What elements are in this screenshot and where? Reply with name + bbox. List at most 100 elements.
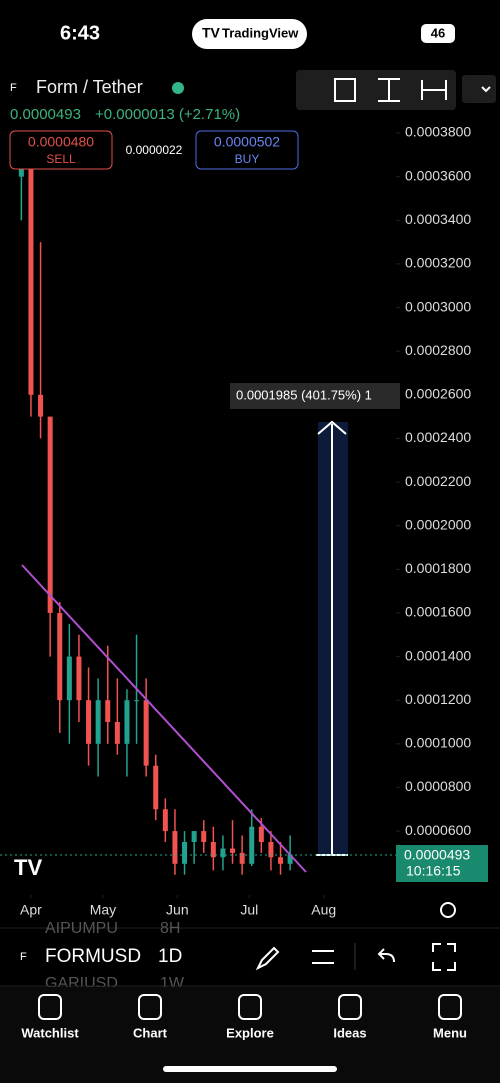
app-pill bbox=[192, 19, 307, 49]
app-logo: TV bbox=[202, 25, 221, 41]
home-indicator bbox=[163, 1066, 337, 1072]
fullscreen-icon[interactable] bbox=[432, 943, 456, 971]
candle-body bbox=[47, 416, 53, 613]
interval[interactable]: 1D bbox=[158, 946, 182, 967]
candle-body bbox=[220, 848, 226, 858]
y-tick-label: 0.0002800 bbox=[405, 342, 471, 358]
y-tick-label: 0.0000800 bbox=[405, 778, 471, 794]
dropdown-caret bbox=[481, 86, 491, 93]
y-tick-label: 0.0002200 bbox=[405, 473, 471, 489]
nav: Watchlist Chart Explore Ideas Menu bbox=[21, 994, 467, 1040]
price-tag[interactable] bbox=[396, 845, 488, 882]
y-tick-label: 0.0003200 bbox=[405, 255, 471, 271]
behind-symbol: AIPUMPU bbox=[45, 920, 118, 937]
buy-price: 0.0000502 bbox=[214, 134, 280, 150]
candle-body bbox=[230, 848, 236, 853]
battery bbox=[421, 24, 455, 43]
indicators-icon[interactable] bbox=[312, 950, 334, 964]
nav-label[interactable]: Ideas bbox=[333, 1025, 366, 1040]
candle-body bbox=[172, 831, 178, 864]
symbol[interactable]: FORMUSD bbox=[45, 946, 141, 967]
x-tick-label: Jun bbox=[166, 902, 189, 918]
y-tick-label: 0.0003000 bbox=[405, 298, 471, 314]
candle-body bbox=[191, 831, 197, 842]
candle-body bbox=[182, 841, 188, 864]
symbol-icon: F bbox=[20, 951, 27, 963]
candle-body bbox=[134, 700, 140, 702]
y-tick-label: 0.0000600 bbox=[405, 822, 471, 838]
nav-label[interactable]: Watchlist bbox=[21, 1025, 79, 1040]
y-tick-label: 0.0002600 bbox=[405, 386, 471, 402]
price-tag-price: 0.0000493 bbox=[404, 847, 470, 863]
measure-label: 0.0001985 (401.75%) 1 bbox=[236, 387, 372, 402]
spread: 0.0000022 bbox=[126, 143, 183, 157]
nav-icon[interactable] bbox=[438, 994, 462, 1020]
rect-tool[interactable] bbox=[334, 78, 356, 102]
draw-icon[interactable] bbox=[255, 946, 280, 971]
settings-icon[interactable] bbox=[440, 902, 456, 918]
candle-body bbox=[258, 826, 264, 842]
x-tick-label: May bbox=[90, 902, 116, 918]
arrow-head bbox=[317, 420, 347, 435]
behind-interval: 8H bbox=[160, 920, 180, 937]
nav-icon[interactable] bbox=[338, 994, 362, 1020]
sell-price: 0.0000480 bbox=[28, 134, 94, 150]
candle-body bbox=[76, 656, 82, 701]
candle-body bbox=[278, 857, 284, 864]
candle-body bbox=[268, 841, 274, 858]
trend-line bbox=[21, 564, 307, 873]
undo-icon[interactable] bbox=[377, 948, 395, 963]
chart[interactable]: 0.0000600 0.0000800 0.0001000 0.0001200 0.00… bbox=[18, 124, 472, 918]
price-range-tool[interactable] bbox=[378, 78, 400, 102]
candle-body bbox=[124, 700, 130, 744]
nav-label[interactable]: Chart bbox=[133, 1025, 168, 1040]
y-tick-label: 0.0001200 bbox=[405, 691, 471, 707]
last-price: 0.0000493 bbox=[10, 106, 81, 123]
x-tick-label: Jul bbox=[240, 902, 258, 918]
app-name: TradingView bbox=[222, 25, 299, 40]
y-tick-label: 0.0001600 bbox=[405, 604, 471, 620]
nav-icon[interactable] bbox=[38, 994, 62, 1020]
date-range-tool[interactable] bbox=[421, 80, 447, 100]
y-tick-label: 0.0003800 bbox=[405, 124, 471, 140]
candle-body bbox=[38, 394, 44, 417]
x-tick-label: Aug bbox=[311, 902, 336, 918]
y-tick-label: 0.0003600 bbox=[405, 167, 471, 183]
nav-label[interactable]: Explore bbox=[226, 1025, 274, 1040]
pair-name[interactable]: Form / Tether bbox=[36, 77, 143, 97]
candle-body bbox=[114, 722, 120, 744]
y-tick-label: 0.0001000 bbox=[405, 735, 471, 751]
x-tick-label: Apr bbox=[20, 902, 42, 918]
y-tick-label: 0.0003400 bbox=[405, 211, 471, 227]
dropdown[interactable] bbox=[462, 75, 496, 103]
price-tag-countdown: 10:16:15 bbox=[406, 863, 461, 879]
y-tick-label: 0.0001800 bbox=[405, 560, 471, 576]
y-tick-label: 0.0001400 bbox=[405, 647, 471, 663]
y-tick-label: 0.0002400 bbox=[405, 429, 471, 445]
market-status bbox=[172, 82, 184, 94]
price-change: +0.0000013 (+2.71%) bbox=[95, 106, 240, 123]
candle-body bbox=[28, 154, 34, 395]
buy-button[interactable] bbox=[195, 130, 299, 170]
candle-body bbox=[153, 765, 159, 810]
nav-label[interactable]: Menu bbox=[433, 1025, 467, 1040]
candle-body bbox=[201, 831, 207, 842]
candle-body bbox=[239, 852, 245, 864]
measure-box bbox=[230, 383, 400, 409]
clock: 6:43 bbox=[60, 22, 100, 44]
y-tick-label: 0.0002000 bbox=[405, 516, 471, 532]
candle-body bbox=[57, 612, 63, 701]
buy-label: BUY bbox=[235, 152, 260, 166]
candle-body bbox=[162, 809, 168, 832]
tv-watermark: TV bbox=[14, 855, 42, 880]
nav-icon[interactable] bbox=[138, 994, 162, 1020]
sell-button[interactable] bbox=[9, 130, 113, 170]
candle-body bbox=[287, 854, 293, 864]
candle-body bbox=[210, 841, 216, 858]
nav-icon[interactable] bbox=[238, 994, 262, 1020]
candle-body bbox=[66, 656, 72, 701]
candle-body bbox=[143, 700, 149, 766]
candle-body bbox=[249, 826, 255, 864]
